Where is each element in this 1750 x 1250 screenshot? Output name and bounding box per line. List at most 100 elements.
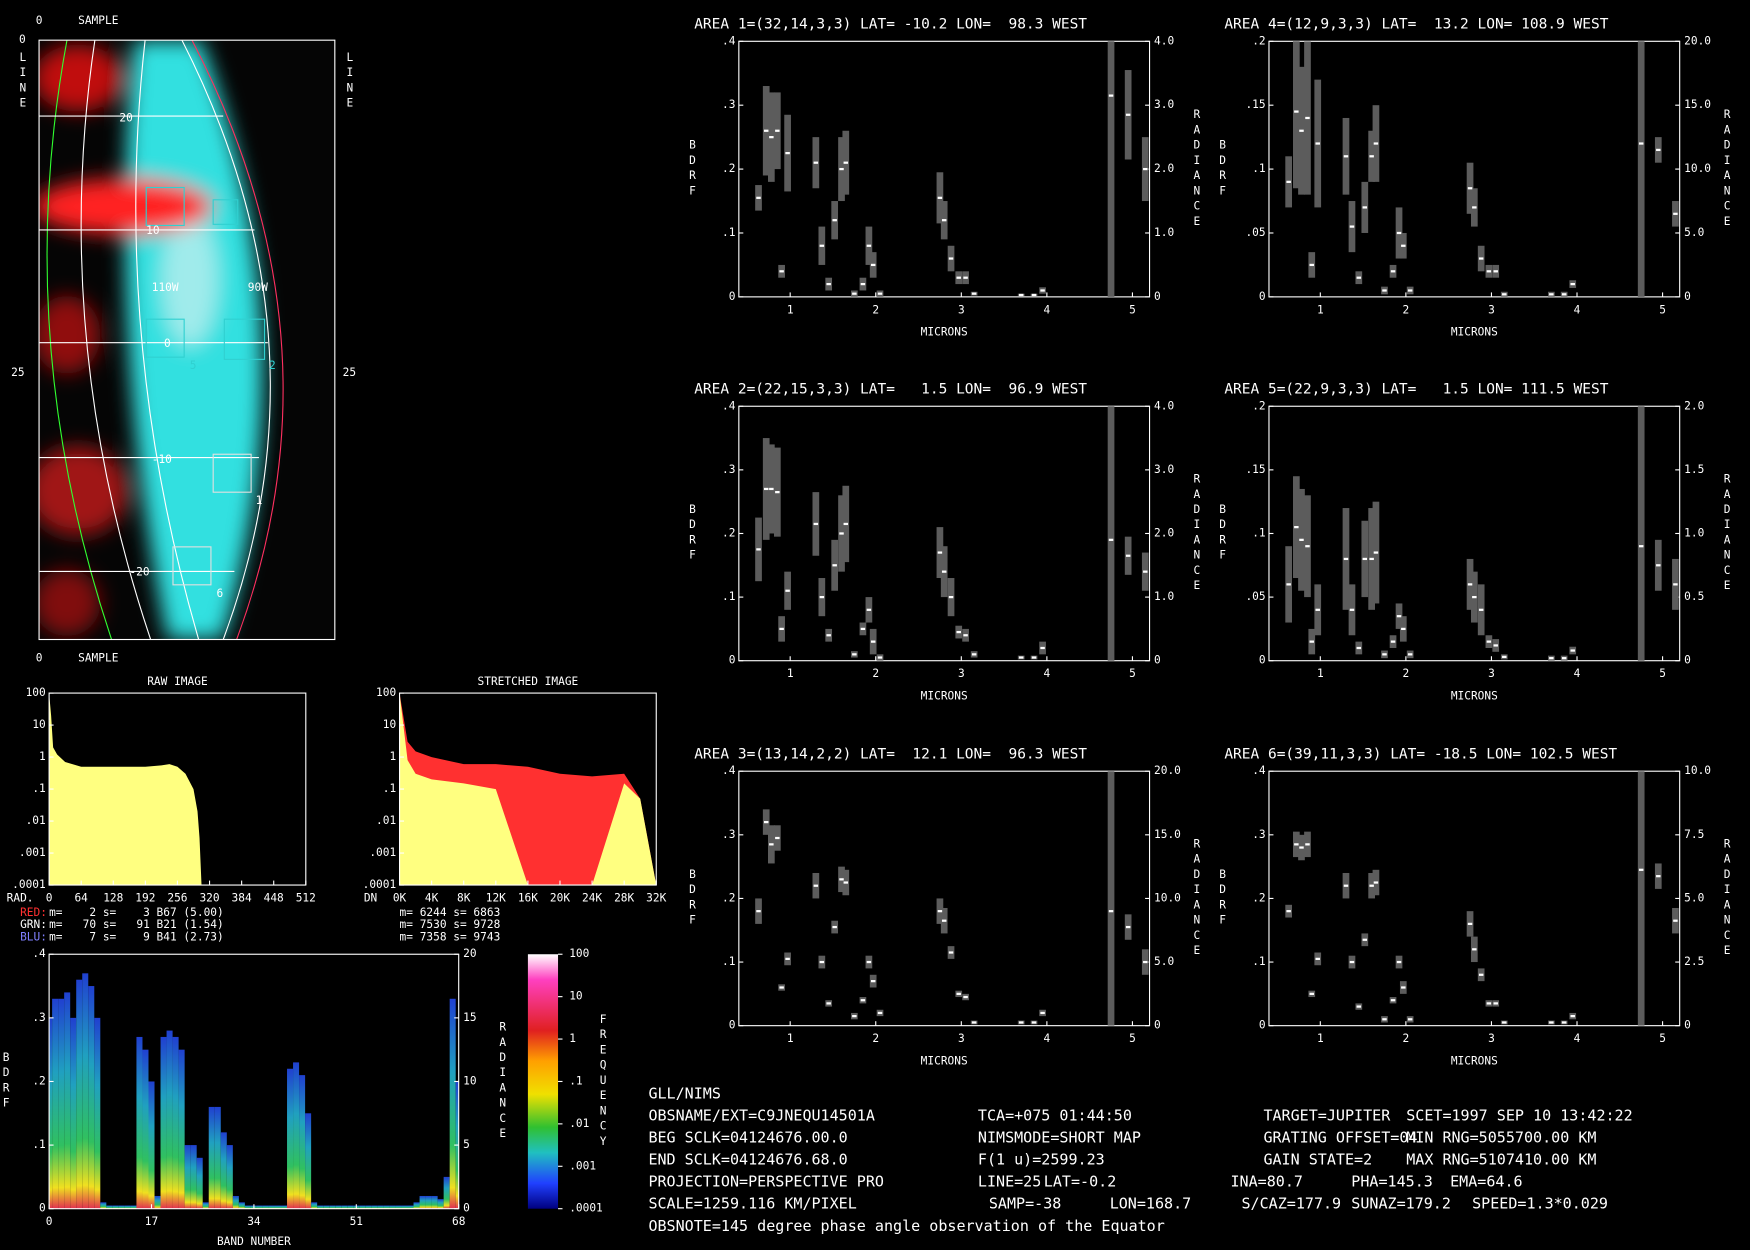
error-bar (1293, 41, 1300, 189)
band-bar (88, 986, 95, 1209)
plot-area (49, 973, 459, 1209)
data-point (1294, 843, 1299, 846)
data-point (769, 843, 774, 846)
y2-tick-label: 20.0 (1154, 764, 1181, 777)
data-point (956, 630, 961, 634)
y-tick-label: 0 (1259, 290, 1266, 303)
info-text: INA=80.7 (1230, 1173, 1302, 1191)
data-point (877, 292, 883, 295)
data-point (826, 634, 831, 637)
x-tick-label: 2 (872, 667, 879, 680)
y2-axis-label: RADIANCE (1190, 838, 1203, 960)
x-axis-label: MICRONS (1451, 1054, 1498, 1067)
band-bar (82, 973, 89, 1209)
y2-tick-label: 0 (1684, 1019, 1691, 1032)
data-point (819, 595, 825, 599)
band-bar (329, 1205, 336, 1209)
plot-frame (48, 953, 460, 1210)
band-bar (359, 1205, 366, 1209)
info-text: GAIN STATE=2 (1263, 1151, 1372, 1169)
y2-axis-label: RADIANCE (1721, 108, 1734, 230)
y2-axis-label: RADIANCE (496, 1021, 509, 1143)
info-text: S/CAZ=177.9 (1241, 1195, 1341, 1213)
error-bar (1637, 771, 1645, 1026)
data-point (1018, 1021, 1024, 1024)
stats-text: m= 7 s= 9 B41 (2.73) (49, 930, 224, 943)
data-point (1373, 551, 1379, 554)
latitude-label: 10 (146, 224, 159, 237)
band-bar (347, 1205, 354, 1209)
info-text: LON=168.7 (1110, 1195, 1192, 1213)
data-point (1478, 608, 1484, 611)
colorbar-tick-label: 10 (569, 990, 582, 1003)
data-point (1125, 113, 1131, 116)
data-point (819, 960, 825, 964)
data-point (1472, 948, 1477, 951)
data-point (1502, 293, 1507, 296)
x-tick-label: 1 (1317, 303, 1324, 316)
x-tick-label: 3 (1488, 1032, 1495, 1045)
data-point (843, 522, 849, 526)
band-bar (94, 1017, 101, 1209)
y2-tick-label: 5.0 (1684, 226, 1704, 239)
band-bar (431, 1195, 438, 1209)
y-axis-label: BDRF (1216, 139, 1229, 200)
y-tick-label: .2 (722, 162, 735, 175)
data-point (785, 151, 790, 155)
data-point (877, 656, 883, 659)
data-point (1369, 557, 1374, 561)
image-frame (38, 39, 336, 641)
band-bar (148, 1081, 155, 1209)
y2-tick-label: 0 (1154, 654, 1161, 667)
y-tick-label: .01 (376, 814, 396, 827)
data-point (1369, 884, 1374, 887)
y2-tick-label: 0 (1684, 290, 1691, 303)
error-bar (1107, 771, 1115, 1026)
band-bar (449, 998, 456, 1209)
data-point (775, 491, 780, 494)
y-tick-label: .3 (722, 98, 735, 111)
info-text: GLL/NIMS (648, 1084, 720, 1102)
data-point (1349, 608, 1355, 611)
x-tick-label: 16K (518, 891, 538, 904)
y-tick-label: .1 (1252, 162, 1265, 175)
data-point (1315, 608, 1320, 611)
y-tick-label: 0 (1259, 654, 1266, 667)
data-point (870, 640, 876, 643)
chart-title: AREA 2=(22,15,3,3) LAT= 1.5 LON= 96.9 WE… (694, 382, 1087, 398)
image-panel (38, 39, 336, 641)
info-text: TARGET=JUPITER (1263, 1106, 1391, 1124)
data-point (1561, 657, 1567, 660)
data-point (877, 1011, 883, 1015)
error-bar (1107, 406, 1115, 661)
band-bar (154, 1195, 161, 1209)
data-point (785, 957, 790, 960)
data-point (937, 910, 943, 913)
band-bar (64, 992, 71, 1209)
band-bar (232, 1195, 239, 1209)
y-tick-label: .001 (19, 846, 46, 859)
data-point (1549, 657, 1554, 660)
longitude-label: 90W (248, 281, 268, 294)
colorbar (527, 954, 559, 1209)
x-tick-label: 5 (1659, 303, 1666, 316)
x-tick-label: 4 (1574, 303, 1581, 316)
x-tick-label: 2 (872, 1032, 879, 1045)
data-point (1143, 167, 1148, 171)
x-tick-label: 4K (425, 891, 439, 904)
data-point (1373, 142, 1379, 145)
band-bar (262, 1205, 269, 1209)
band-bar (226, 1145, 233, 1209)
data-point (963, 995, 968, 999)
x-tick-label: 3 (958, 1032, 965, 1045)
y-tick-label: .15 (1245, 98, 1265, 111)
y-axis-label: BDRF (0, 1051, 13, 1112)
area-label: 6 (217, 587, 224, 600)
data-point (1382, 289, 1387, 292)
data-point (1478, 257, 1484, 260)
band-bar (293, 1062, 300, 1209)
band-bar (70, 1017, 77, 1209)
data-point (1570, 649, 1575, 652)
data-point (1343, 884, 1349, 887)
data-point (1673, 583, 1678, 586)
